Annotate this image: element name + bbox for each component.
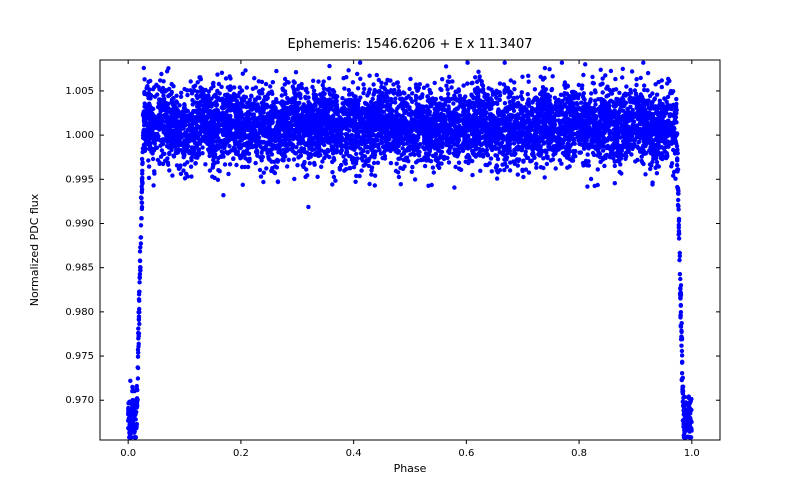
x-tick-label: 0.8 xyxy=(571,448,587,459)
x-tick-label: 0.0 xyxy=(120,448,136,459)
y-tick-label: 1.005 xyxy=(65,86,94,97)
y-tick-label: 0.995 xyxy=(65,174,94,185)
x-axis-label: Phase xyxy=(394,462,427,475)
chart-container: { "chart": { "type": "scatter", "title":… xyxy=(0,0,800,500)
y-tick-label: 1.000 xyxy=(65,130,94,141)
phase-fold-chart: 0.0 0.2 0.4 0.6 0.8 1.0 0.970 0.975 0.980 0.985 0… xyxy=(0,0,800,500)
y-tick-label: 0.980 xyxy=(65,307,94,318)
x-tick-label: 0.2 xyxy=(233,448,249,459)
y-tick-label: 0.970 xyxy=(65,395,94,406)
chart-background xyxy=(0,0,800,500)
x-tick-label: 0.4 xyxy=(346,448,362,459)
x-tick-label: 1.0 xyxy=(684,448,700,459)
chart-title: Ephemeris: 1546.6206 + E x 11.3407 xyxy=(288,37,533,52)
y-tick-label: 0.985 xyxy=(65,263,94,274)
y-axis-label: Normalized PDC flux xyxy=(28,193,41,306)
x-tick-label: 0.6 xyxy=(458,448,474,459)
y-tick-label: 0.990 xyxy=(65,218,94,229)
y-tick-label: 0.975 xyxy=(65,351,94,362)
